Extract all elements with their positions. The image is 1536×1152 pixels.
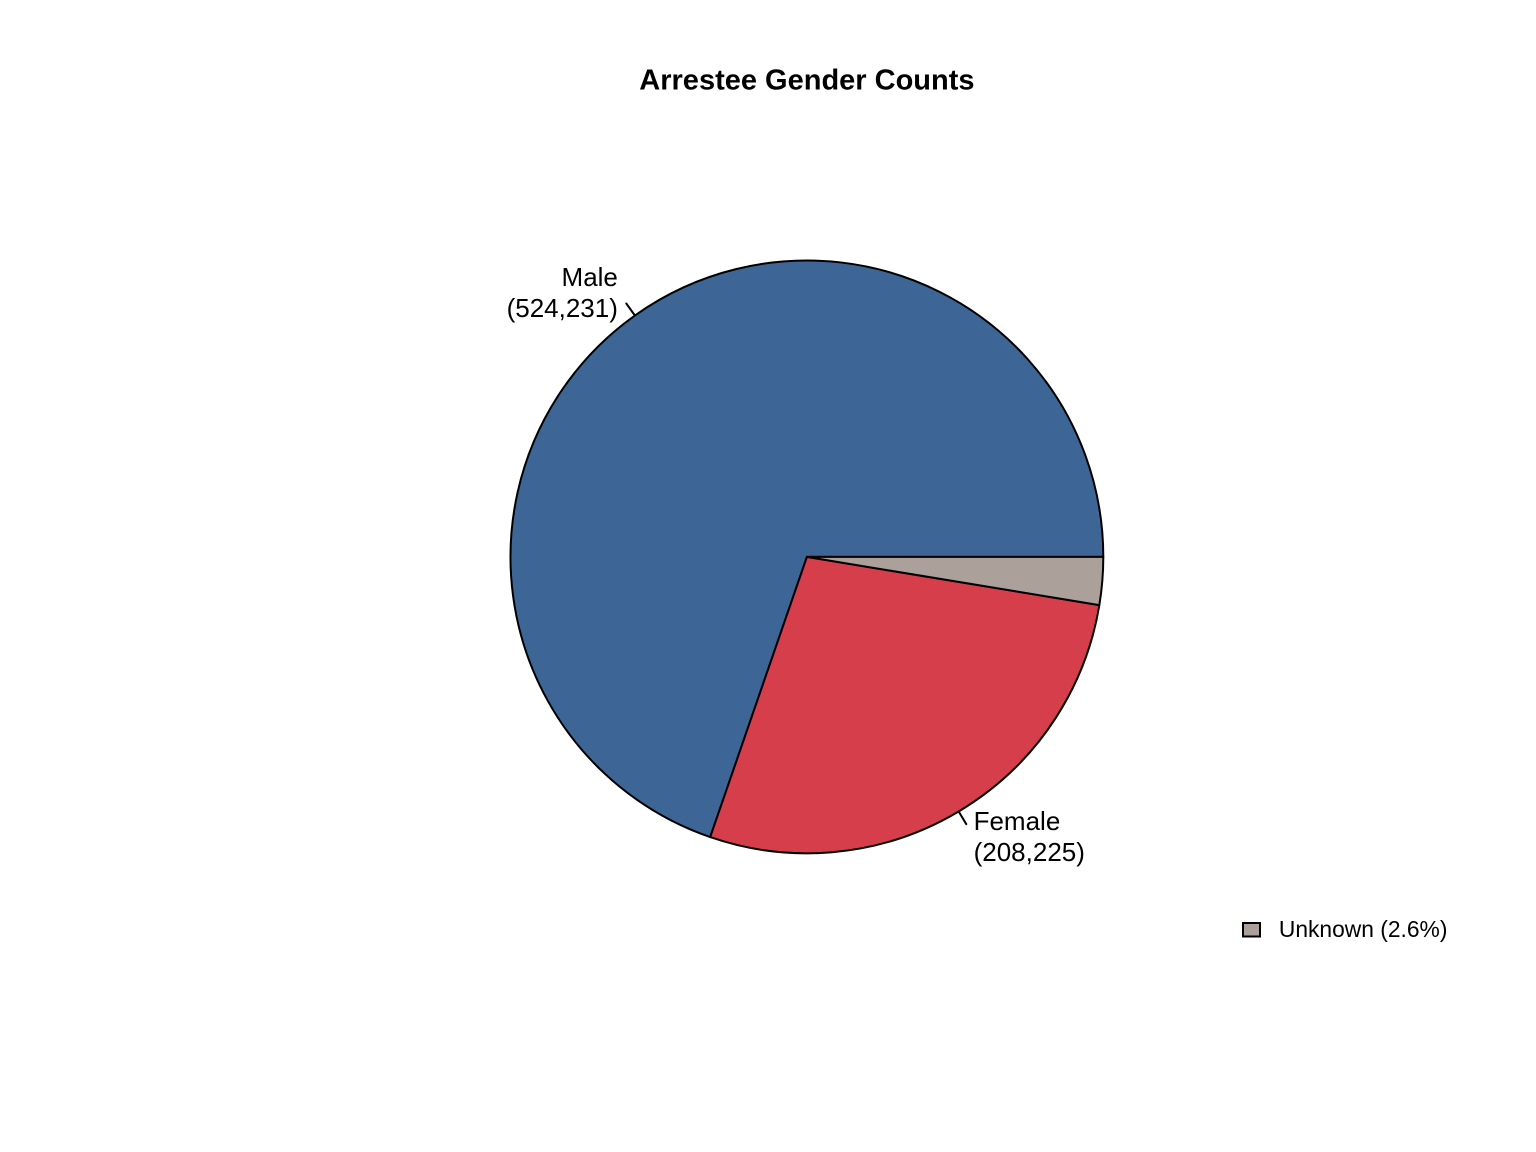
svg-text:Unknown (2.6%): Unknown (2.6%) [1279, 916, 1448, 942]
svg-text:(524,231): (524,231) [507, 293, 618, 323]
svg-text:Arrestee Gender Counts: Arrestee Gender Counts [639, 65, 974, 97]
svg-text:Female: Female [974, 806, 1061, 836]
svg-text:Male: Male [562, 262, 618, 292]
svg-text:(208,225): (208,225) [974, 837, 1085, 867]
